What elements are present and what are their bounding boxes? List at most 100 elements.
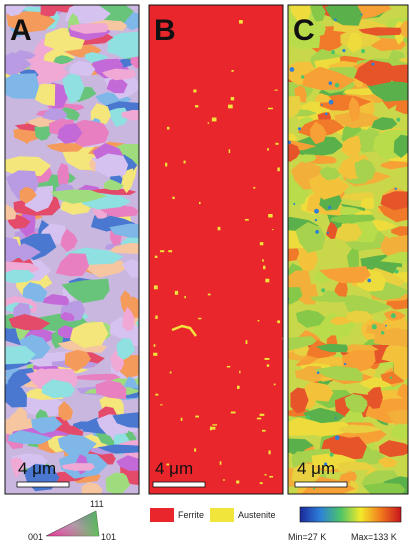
austenite-speck xyxy=(268,214,272,217)
ipf-label: 111 xyxy=(90,499,104,509)
scale-bar xyxy=(295,482,347,487)
phase-label: Austenite xyxy=(238,510,276,520)
austenite-speck xyxy=(227,366,230,368)
maps xyxy=(0,0,409,500)
colorbar-max: Max=133 K xyxy=(351,532,397,542)
austenite-speck xyxy=(160,250,164,252)
map-background xyxy=(149,5,283,494)
austenite-speck xyxy=(153,353,157,356)
austenite-speck xyxy=(218,227,221,230)
austenite-speck xyxy=(220,461,222,464)
austenite-speck xyxy=(208,294,211,296)
cold-spot xyxy=(394,269,398,273)
austenite-speck xyxy=(154,285,158,289)
ferrite-swatch xyxy=(150,508,174,522)
austenite-speck xyxy=(212,427,215,430)
austenite-speck xyxy=(231,97,234,100)
ipf-legend: 111 001 101 xyxy=(28,499,116,542)
austenite-speck xyxy=(260,242,264,245)
cold-spot xyxy=(331,50,335,54)
cold-spot xyxy=(342,49,345,52)
cold-spot xyxy=(381,331,384,334)
cold-spot xyxy=(335,417,337,419)
austenite-speck xyxy=(155,394,158,396)
austenite-speck xyxy=(208,122,210,123)
austenite-speck xyxy=(210,427,212,431)
figure: A B C 4 μm 4 μm 4 μm 111 001 101 Ferrite… xyxy=(0,0,409,544)
austenite-speck xyxy=(231,70,233,72)
austenite-speck xyxy=(167,127,169,130)
scale-bar-label: 4 μm xyxy=(297,459,335,478)
phase-label: Ferrite xyxy=(178,510,204,520)
austenite-speck xyxy=(160,404,162,405)
austenite-speck xyxy=(237,386,240,389)
austenite-speck xyxy=(265,279,269,283)
austenite-speck xyxy=(172,197,174,199)
austenite-speck xyxy=(195,105,198,107)
cold-spot xyxy=(313,488,315,490)
panel-label: C xyxy=(293,14,315,47)
austenite-speck xyxy=(274,90,277,91)
cold-spot xyxy=(315,230,319,234)
austenite-speck xyxy=(239,371,240,374)
austenite-speck xyxy=(155,256,158,258)
cold-spot xyxy=(290,67,295,72)
cold-spot xyxy=(328,206,331,209)
panel-label: B xyxy=(154,14,176,47)
cold-spot xyxy=(293,203,295,205)
austenite-speck xyxy=(239,20,243,24)
austenite-speck xyxy=(236,480,239,483)
austenite-speck xyxy=(264,474,266,475)
cold-spot xyxy=(335,435,340,440)
austenite-speck xyxy=(154,344,156,347)
austenite-speck xyxy=(257,418,261,420)
cold-spot xyxy=(367,279,371,283)
cold-spot xyxy=(315,219,317,221)
austenite-speck xyxy=(263,266,265,270)
cold-spot xyxy=(298,127,301,130)
austenite-speck xyxy=(155,315,157,318)
austenite-speck xyxy=(170,371,172,373)
austenite-speck xyxy=(268,108,273,110)
austenite-speck xyxy=(212,424,217,425)
austenite-speck xyxy=(231,412,236,414)
austenite-speck xyxy=(199,202,201,204)
cold-spot xyxy=(327,232,329,234)
ipf-triangle-shade xyxy=(46,511,99,536)
scale-bar xyxy=(17,482,69,487)
austenite-speck xyxy=(245,219,249,221)
cold-spot xyxy=(391,313,396,318)
austenite-speck xyxy=(272,229,273,230)
austenite-speck xyxy=(265,358,270,360)
austenite-speck xyxy=(258,320,260,321)
austenite-speck xyxy=(269,476,273,478)
austenite-speck xyxy=(262,259,264,261)
austenite-speck xyxy=(267,148,269,151)
austenite-speck xyxy=(246,340,248,344)
cold-spot xyxy=(361,13,363,15)
microstructure-map xyxy=(263,0,409,500)
cold-spot xyxy=(372,324,377,329)
cold-spot xyxy=(372,63,375,66)
cold-spot xyxy=(329,81,332,84)
cold-spot xyxy=(330,453,334,457)
cold-spot xyxy=(314,209,319,214)
cold-spot xyxy=(301,75,304,78)
austenite-speck xyxy=(267,364,269,366)
ipf-label: 101 xyxy=(101,532,116,542)
austenite-speck xyxy=(198,318,201,319)
cold-spot xyxy=(334,18,337,21)
cold-spot xyxy=(329,100,334,105)
cold-spot xyxy=(321,288,325,292)
ipf-label: 001 xyxy=(28,532,43,542)
austenite-speck xyxy=(229,149,230,153)
austenite-speck xyxy=(274,384,276,386)
austenite-speck xyxy=(228,105,233,109)
austenite-speck xyxy=(195,416,199,418)
cold-spot xyxy=(390,376,392,378)
austenite-speck xyxy=(277,168,279,172)
panel-label: A xyxy=(10,14,32,47)
cold-spot xyxy=(395,188,397,190)
microstructure-map xyxy=(0,0,161,499)
austenite-speck xyxy=(269,450,271,454)
